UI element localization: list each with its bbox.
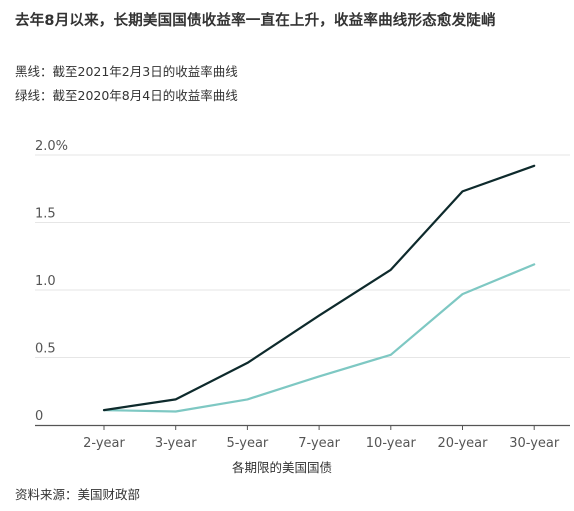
y-tick-labels: 0 0.5 1.0 1.5 2.0% <box>35 139 68 424</box>
chart-title: 去年8月以来，长期美国国债收益率一直在上升，收益率曲线形态愈发陡峭 <box>15 13 496 29</box>
source-note: 资料来源：美国财政部 <box>15 487 141 502</box>
legend-green-line-note: 绿线：截至2020年8月4日的收益率曲线 <box>15 88 238 103</box>
y-tick-label: 2.0% <box>35 139 68 154</box>
y-tick-label: 1.5 <box>35 207 56 222</box>
x-tick-label: 2-year <box>83 436 125 451</box>
x-tick-label: 30-year <box>509 436 560 451</box>
x-tick-labels: 2-year 3-year 5-year 7-year 10-year 20-year 30… <box>83 436 560 451</box>
x-axis-title: 各期限的美国国债 <box>232 460 332 475</box>
legend-black-line-note: 黑线：截至2021年2月3日的收益率曲线 <box>15 64 238 79</box>
x-tick-label: 5-year <box>227 436 269 451</box>
y-tick-label: 0 <box>35 409 43 424</box>
series-line-black <box>102 164 536 412</box>
x-tick-label: 7-year <box>298 436 340 451</box>
x-tick-label: 10-year <box>366 436 417 451</box>
x-tick-label: 20-year <box>437 436 488 451</box>
y-tick-label: 0.5 <box>35 342 56 357</box>
series-lines <box>102 164 536 413</box>
axes <box>35 424 570 430</box>
x-tick-label: 3-year <box>155 436 197 451</box>
series-line-green <box>102 263 536 413</box>
gridlines <box>35 154 570 358</box>
y-tick-label: 1.0 <box>35 274 56 289</box>
